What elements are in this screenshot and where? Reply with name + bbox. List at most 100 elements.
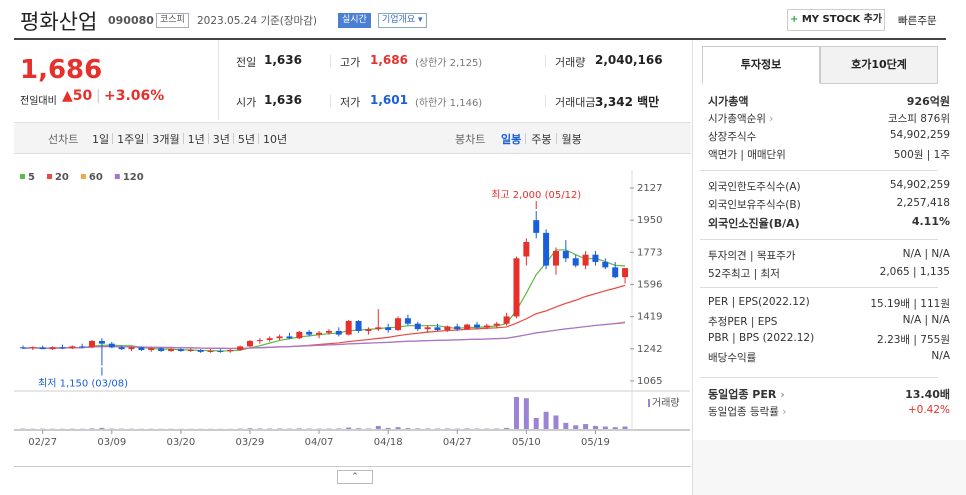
candle-body [39,347,46,350]
summary-value: 1,686 [370,53,408,67]
x-tick-label: 04/27 [443,437,472,448]
info-label: 추정PER | EPS [708,316,778,328]
info-value: 2,065 | 1,135 [879,266,950,278]
candle-body [266,338,273,341]
volume-bar [583,424,589,429]
candle-body [246,340,253,347]
info-value: N/A [931,350,950,362]
period-option[interactable]: 10년 [263,133,288,146]
candle-option[interactable]: 월봉 [561,133,582,146]
candle-body [572,258,579,266]
collapse-button[interactable]: ⌃ [337,470,373,484]
divider [218,40,219,120]
info-label: 외국인소진율(B/A) [708,217,800,230]
divider [112,133,114,144]
volume-legend-swatch [648,399,650,407]
candle-option[interactable]: 주봉 [531,133,552,146]
info-value: 54,902,259 [889,179,950,191]
candle-body [464,324,471,330]
volume-bar [592,425,598,429]
info-label: 액면가 | 매매단위 [708,149,786,161]
candle-body [89,340,96,348]
divider [545,55,546,67]
info-value: 15.19배 | 111원 [870,298,950,310]
group-line [700,377,938,378]
order-link[interactable]: 빠른주문 [898,15,937,27]
period-option[interactable]: 1주일 [117,133,145,146]
volume-bar [533,417,539,429]
candle-body [424,327,431,330]
divider: | [96,88,101,104]
volume-bar [356,428,362,429]
info-label: 52주최고 | 최저 [708,268,780,280]
group-line [700,287,938,288]
candle-body [483,325,490,328]
volume-bar [602,426,608,429]
ma-line [22,249,626,352]
candle-option[interactable]: 일봉 [501,133,522,146]
y-tick-label: 1065 [637,376,662,387]
volume-bar [563,422,569,429]
summary-value: 1,636 [264,53,302,67]
mystock-button[interactable]: + MY STOCK 추가 [787,9,885,31]
volume-bar [543,411,549,429]
candle-body [19,347,26,349]
candle-body [227,350,234,352]
period-option[interactable]: 1년 [187,133,205,146]
line-chart-label: 선차트 [48,133,79,146]
realtime-badge[interactable]: 실시간 [338,13,371,28]
candle-body [237,346,244,351]
candle-body [454,326,461,330]
candle-body [29,347,36,349]
header-line [14,38,946,40]
legend-swatch [80,174,86,179]
volume-bar [612,427,618,429]
summary-label: 거래량 [555,56,586,69]
candle-body [286,336,293,339]
candle-body [533,220,540,233]
tab[interactable]: 투자정보 [702,46,820,84]
candle-body [158,348,165,351]
panel-border [692,40,693,495]
info-value: +0.42% [907,404,950,416]
candle-body [177,349,184,351]
chart: 2127 1950 1773 1596 1419 1242 1065 02/27 03/09 03… [14,170,690,448]
candle-chart-label: 봉차트 [455,133,486,146]
candle-body [582,254,589,266]
info-value: N/A | N/A [902,248,950,260]
candle-body [276,336,283,339]
volume-bar [247,428,253,429]
x-tick-label: 04/18 [374,437,403,448]
candle-body [395,318,402,331]
candle-body [296,331,303,339]
chart-bottom-line [14,466,691,467]
period-option[interactable]: 5년 [237,133,255,146]
candle-body [602,261,609,268]
overview-button[interactable]: 기업개요 [378,13,427,28]
info-label: 동일업종 PER [708,386,785,402]
candle-body [306,331,313,335]
market-badge: 코스피 [156,13,189,28]
candle-body [552,251,559,266]
candle-body [513,258,520,317]
divider [147,133,149,144]
x-tick-label: 03/09 [97,437,126,448]
period-option[interactable]: 1일 [92,133,110,146]
summary-value: 1,636 [264,93,302,107]
period-option[interactable]: 3개월 [152,133,180,146]
y-tick-label: 1596 [637,279,662,290]
info-label: 동일업종 등락률 [708,404,787,419]
period-option[interactable]: 3년 [212,133,230,146]
candle-body [375,327,382,330]
candle-body [256,340,263,342]
group-line [700,170,938,171]
candle-body [474,324,480,328]
divider [182,133,184,144]
x-tick-label: 04/07 [305,437,334,448]
summary-label: 저가 [340,96,361,109]
info-value: 2,257,418 [896,197,950,209]
tab[interactable]: 호가10단계 [820,46,938,84]
volume-bar [346,427,352,429]
candle-body [128,347,135,350]
